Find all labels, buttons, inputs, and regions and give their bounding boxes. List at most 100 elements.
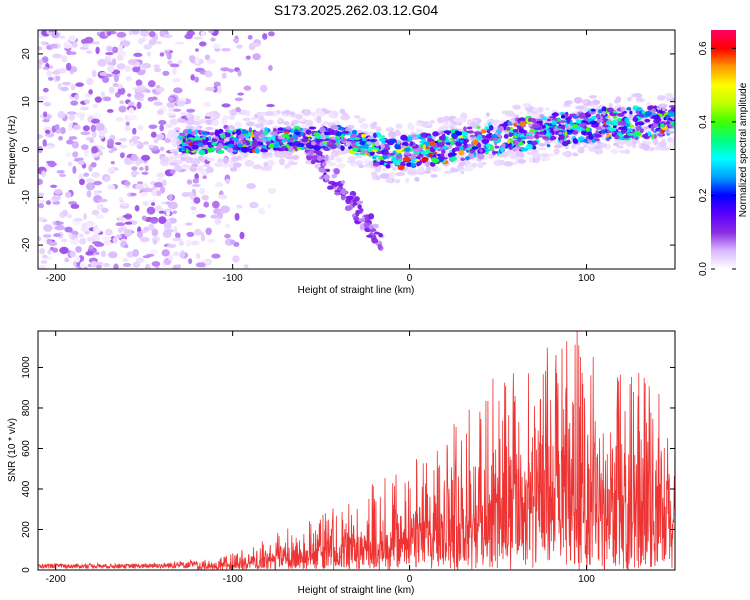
spectrogram-blob: [122, 258, 129, 263]
spectrogram-blob: [294, 131, 301, 136]
spectrogram-blob: [267, 119, 274, 125]
spectrogram-blob: [269, 131, 278, 136]
spectrogram-blob: [440, 157, 448, 160]
spectrogram-blob: [141, 171, 149, 175]
spectrogram-blob: [186, 112, 192, 119]
spectrogram-blob: [289, 146, 294, 152]
spectrogram-blob: [185, 222, 193, 226]
spectrogram-blob: [246, 183, 256, 190]
spectrogram-blob: [181, 150, 186, 154]
spectrogram-blob: [106, 45, 113, 52]
snr-xlabel: Height of straight line (km): [298, 585, 415, 596]
spectrogram-blob: [340, 145, 345, 151]
spectrogram-blob: [353, 137, 361, 141]
spectrogram-blob: [135, 79, 143, 87]
spectrogram-blob: [196, 213, 206, 218]
spectrogram-blob: [220, 67, 231, 72]
spectrogram-blob: [210, 214, 218, 219]
spectrogram-blob: [315, 150, 323, 156]
spectrogram-blob: [595, 113, 601, 119]
spectrogram-blob: [538, 143, 546, 147]
spectrogram-blob: [508, 122, 513, 126]
snr-series-line: [38, 331, 675, 570]
spectrogram-blob: [307, 150, 315, 156]
spectrogram-blob: [560, 114, 565, 119]
spectrogram-blob: [354, 152, 360, 156]
spectrogram-blob: [253, 130, 261, 137]
spectrogram-blob: [178, 240, 184, 247]
spectrogram-blob: [86, 236, 96, 242]
spectrogram-blob: [357, 218, 366, 223]
spectrogram-blob: [231, 156, 240, 162]
spectrogram-blob: [375, 126, 382, 133]
spectrogram-blob: [477, 161, 484, 169]
spectrogram-blob: [463, 126, 467, 132]
spectrogram-blob: [588, 111, 595, 115]
spectrogram-blob: [60, 35, 66, 40]
spectrogram-blob: [442, 145, 448, 150]
spectrogram-blob: [473, 151, 477, 158]
spectrogram-blob: [676, 126, 679, 131]
spectrogram-blob: [49, 43, 58, 49]
spectrogram-blob: [283, 121, 290, 126]
spectrogram-blob: [95, 214, 104, 220]
spectrogram-blob: [156, 133, 165, 141]
spectrogram-blob: [216, 212, 224, 220]
spectrogram-blob: [209, 147, 216, 152]
spectrogram-blob: [531, 117, 537, 124]
spectrogram-blob: [636, 106, 643, 112]
spectrogram-blob: [80, 131, 91, 136]
spectrogram-blob: [45, 145, 56, 149]
spectrogram-blob: [252, 53, 261, 61]
spectrogram-blob: [534, 133, 540, 139]
spectrogram-blob: [571, 123, 579, 129]
spectrogram-blob: [204, 54, 211, 61]
spectrogram-blob: [325, 168, 331, 173]
spectrogram-blob: [97, 58, 107, 67]
y-tick-label: 400: [21, 480, 32, 497]
spectrogram-blob: [537, 147, 547, 151]
spectrogram-blob: [208, 30, 215, 34]
spectrogram-blob: [186, 108, 196, 113]
spectrogram-blob: [327, 185, 334, 190]
spectrogram-blob: [363, 221, 368, 228]
spectrogram-blob: [213, 81, 221, 88]
spectrogram-blob: [168, 194, 173, 201]
spectrogram-blob: [265, 165, 273, 171]
spectrogram-blob: [144, 263, 151, 269]
spectrogram-blob: [42, 118, 50, 123]
spectrogram-blob: [113, 263, 119, 269]
spectrogram-blob: [525, 143, 533, 150]
spectrogram-blob: [310, 141, 317, 146]
spectrogram-blob: [400, 145, 407, 149]
spectrogram-blob: [427, 137, 433, 142]
spectrogram-blob: [486, 129, 491, 134]
spectrogram-blob: [436, 142, 444, 148]
spectrogram-blob: [402, 156, 411, 162]
spectrogram-blob: [150, 131, 157, 138]
spectrogram-blob: [632, 93, 643, 98]
spectrogram-blob: [379, 173, 390, 179]
spectrogram-blob: [136, 101, 142, 110]
spectrogram-blob: [52, 53, 62, 59]
spectrogram-blob: [153, 101, 164, 106]
spectrogram-blob: [422, 144, 426, 150]
spectrogram-blob: [552, 120, 556, 123]
spectrogram-blob: [301, 137, 309, 143]
spectrogram-blob: [460, 157, 465, 161]
spectrogram-blob: [464, 166, 474, 172]
spectrogram-blob: [334, 156, 343, 163]
spectrogram-blob: [194, 48, 199, 52]
spectrogram-blob: [590, 115, 597, 120]
spectrogram-blob: [251, 142, 259, 148]
spectrogram-blob: [96, 204, 103, 210]
spectrogram-blob: [166, 101, 176, 108]
spectrogram-blob: [181, 147, 186, 150]
spectrogram-blob: [115, 234, 122, 239]
spectrogram-blob: [216, 85, 223, 94]
spectrogram-blob: [612, 110, 617, 114]
spectrogram-blob: [64, 257, 70, 263]
spectrogram-blob: [505, 110, 515, 117]
spectrogram-blob: [470, 121, 477, 129]
spectrogram-blob: [430, 174, 438, 178]
